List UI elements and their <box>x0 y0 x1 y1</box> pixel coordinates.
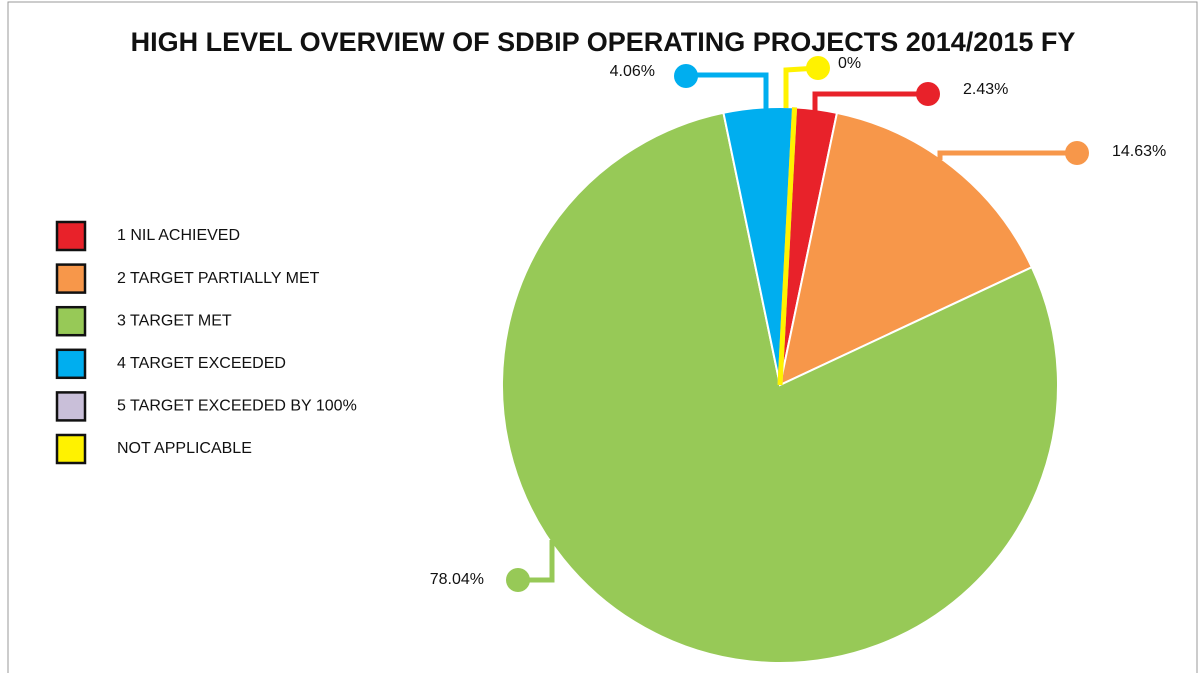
legend-swatch <box>55 263 87 294</box>
chart-title: HIGH LEVEL OVERVIEW OF SDBIP OPERATING P… <box>131 27 1076 57</box>
data-label: 4.06% <box>610 63 655 80</box>
leader-dot <box>916 82 940 106</box>
legend-label: NOT APPLICABLE <box>117 440 252 457</box>
legend-swatch <box>55 305 87 337</box>
legend-label: 2 TARGET PARTIALLY MET <box>117 270 320 287</box>
pie-slice <box>778 111 1034 387</box>
leader-line <box>686 72 769 112</box>
legend-label: 4 TARGET EXCEEDED <box>117 355 286 372</box>
leader-dot <box>1065 141 1089 165</box>
data-label: 14.63% <box>1112 143 1166 160</box>
pie-slice <box>501 111 1059 664</box>
data-label: 78.04% <box>430 571 484 588</box>
data-label: 2.43% <box>963 81 1008 98</box>
leader-dot <box>806 56 830 80</box>
legend-label: 3 TARGET MET <box>117 312 232 329</box>
legend-swatch <box>55 391 87 422</box>
pie-slice <box>777 107 798 386</box>
leader-dot <box>506 568 530 592</box>
leader-dot <box>674 64 698 88</box>
legend-label: 1 NIL ACHIEVED <box>117 227 240 244</box>
leader-line <box>937 150 1077 160</box>
data-label: 0% <box>838 55 861 72</box>
leader-line <box>812 91 928 116</box>
legend-swatch <box>55 220 87 252</box>
legend-label: 5 TARGET EXCEEDED BY 100% <box>117 398 357 415</box>
frame <box>7 1 1198 673</box>
legend-swatch <box>55 348 87 380</box>
legend-swatch <box>55 433 87 465</box>
